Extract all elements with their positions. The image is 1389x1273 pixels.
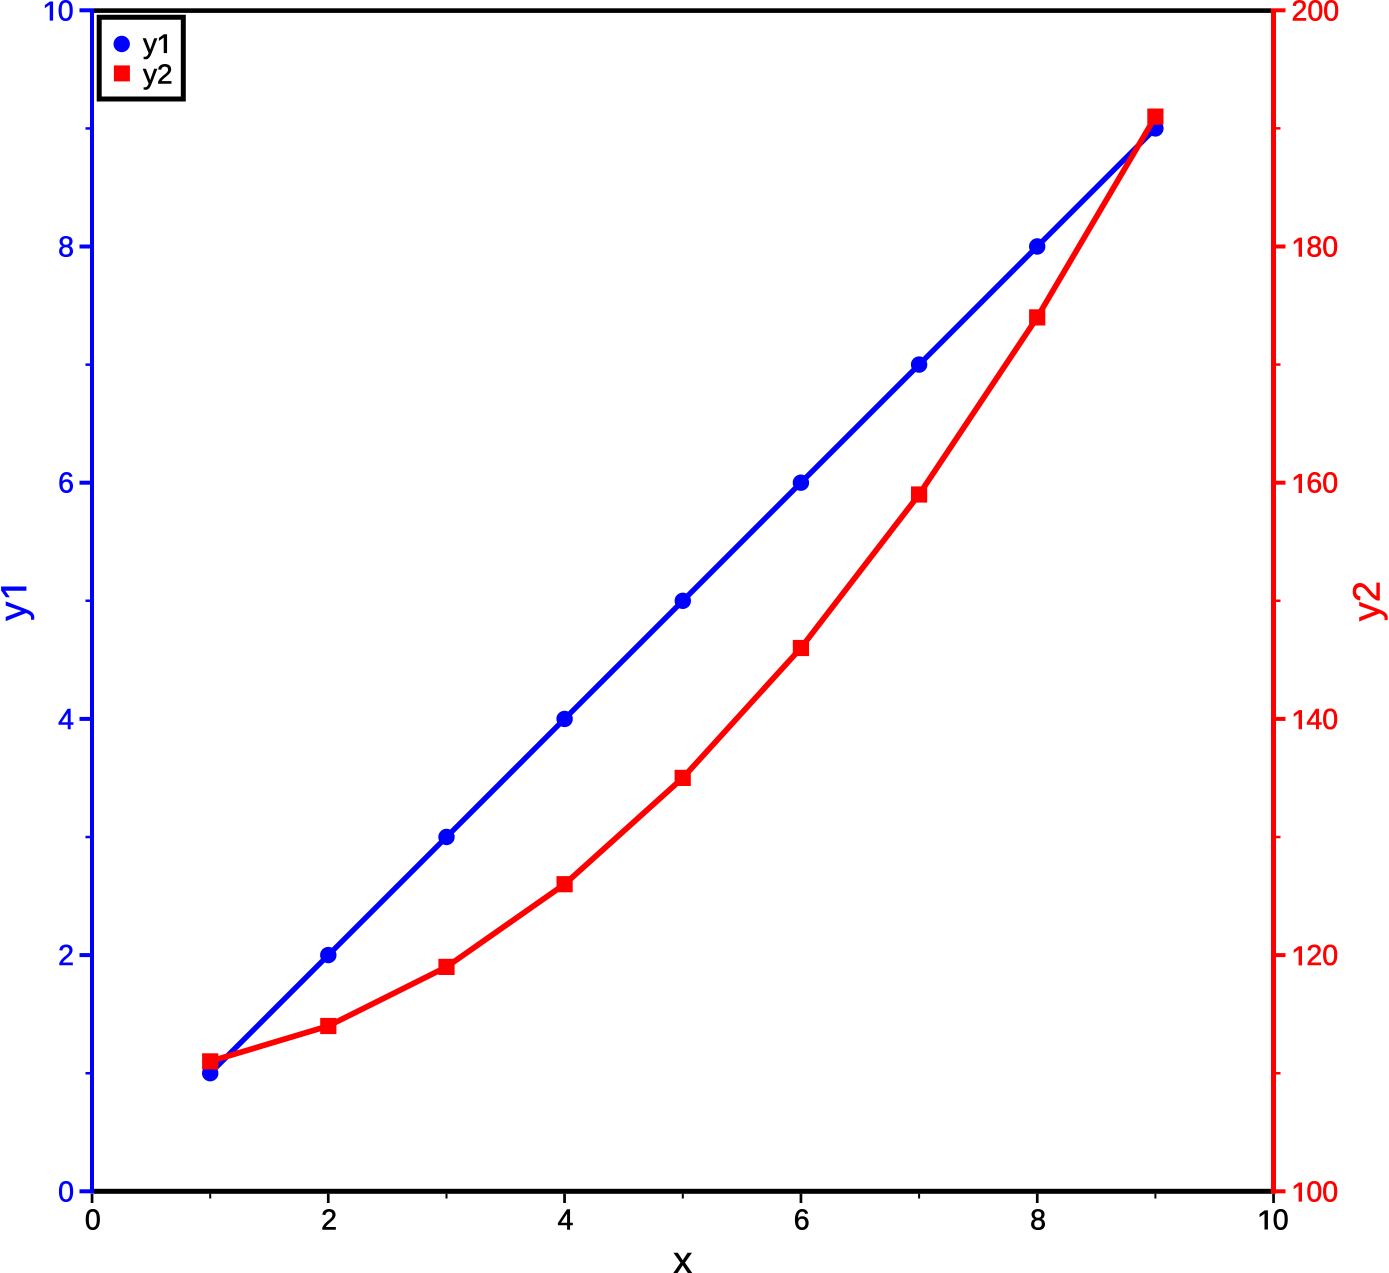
svg-text:y: y <box>143 28 157 59</box>
svg-text:8: 8 <box>1030 1204 1046 1236</box>
svg-text:80: 80 <box>1306 232 1338 264</box>
svg-text:y2: y2 <box>143 58 173 89</box>
svg-text:0: 0 <box>1273 1204 1289 1236</box>
svg-text:0: 0 <box>58 1176 74 1208</box>
svg-text:6: 6 <box>58 468 74 500</box>
svg-text:60: 60 <box>1306 468 1338 500</box>
svg-text:00: 00 <box>1306 1176 1338 1208</box>
svg-text:0: 0 <box>85 1204 101 1236</box>
svg-text:0: 0 <box>58 0 74 27</box>
svg-text:x: x <box>673 1240 692 1273</box>
svg-text:200: 200 <box>1292 0 1340 27</box>
svg-text:y: y <box>0 602 35 621</box>
svg-text:8: 8 <box>58 232 74 264</box>
svg-text:4: 4 <box>58 704 74 736</box>
svg-text:6: 6 <box>794 1204 810 1236</box>
svg-text:4: 4 <box>557 1204 573 1236</box>
svg-text:40: 40 <box>1306 704 1338 736</box>
svg-text:20: 20 <box>1306 940 1338 972</box>
svg-text:y2: y2 <box>1347 581 1389 621</box>
svg-text:2: 2 <box>58 940 74 972</box>
svg-text:2: 2 <box>321 1204 337 1236</box>
